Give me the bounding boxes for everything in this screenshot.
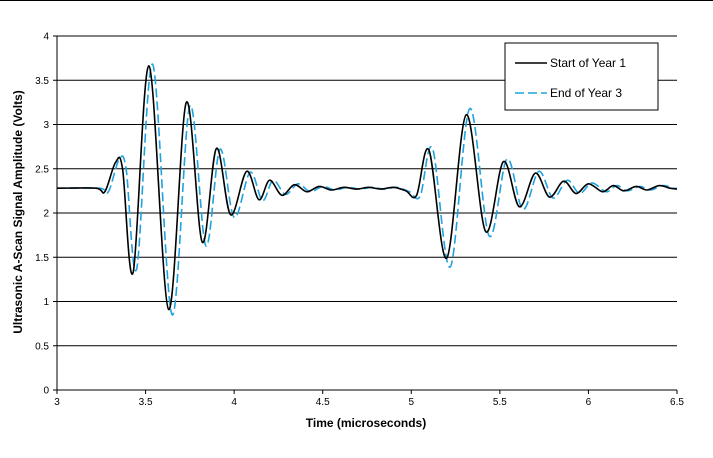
- chart-legend: Start of Year 1 End of Year 3: [504, 42, 659, 111]
- y-tick-label: 2: [43, 209, 49, 220]
- x-axis-title: Time (microseconds): [306, 416, 426, 430]
- y-axis-title: Ultrasonic A-Scan Signal Amplitude (Volt…: [11, 90, 25, 334]
- y-tick-label: 4: [43, 32, 49, 43]
- legend-label-start-of-year-1: Start of Year 1: [550, 56, 626, 70]
- y-tick-label: 2.5: [35, 164, 49, 175]
- y-tick-label: 3.5: [35, 76, 49, 87]
- legend-box: [504, 42, 659, 111]
- y-tick-label: 0.5: [35, 341, 49, 352]
- data-series: [56, 63, 678, 316]
- x-tick-label: 6.5: [670, 397, 684, 408]
- x-tick-label: 4.5: [316, 397, 330, 408]
- x-tick-label: 3: [54, 397, 60, 408]
- series-line-start-of-year-1: [56, 65, 678, 311]
- x-tick-label: 5: [409, 397, 415, 408]
- y-axis-ticks: 0 0.5 1 1.5 2 2.5 3 3.5 4: [35, 32, 57, 397]
- y-tick-label: 1: [43, 297, 49, 308]
- y-tick-label: 0: [43, 386, 49, 397]
- x-tick-label: 3.5: [139, 397, 153, 408]
- top-border-line: [0, 0, 713, 1]
- x-tick-label: 6: [586, 397, 592, 408]
- legend-label-end-of-year-3: End of Year 3: [550, 86, 622, 100]
- x-tick-label: 4: [231, 397, 237, 408]
- y-tick-label: 3: [43, 120, 49, 131]
- x-tick-label: 5.5: [493, 397, 507, 408]
- x-axis-ticks: 3 3.5 4 4.5 5 5.5 6 6.5: [54, 390, 684, 408]
- y-tick-label: 1.5: [35, 253, 49, 264]
